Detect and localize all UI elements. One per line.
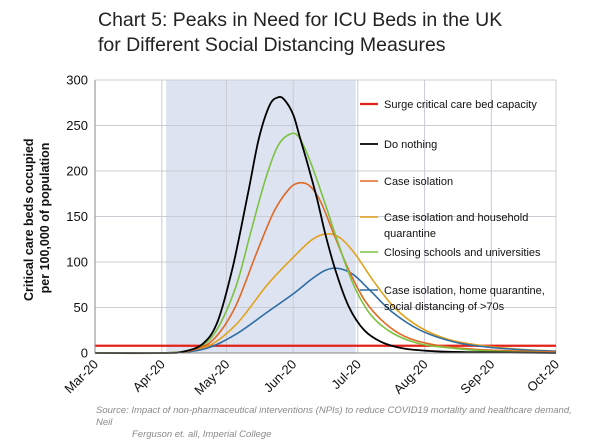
legend-label: Surge critical care bed capacity: [384, 99, 537, 111]
series-lines: [94, 96, 557, 355]
source-line1: Source: Impact of non-pharmaceutical int…: [96, 405, 572, 428]
x-tick-label: Jun-20: [261, 357, 300, 396]
y-tick-label: 200: [66, 164, 88, 179]
legend: Surge critical care bed capacity Do nothi…: [360, 99, 545, 313]
x-tick-label: May-20: [191, 357, 232, 398]
y-axis-label: Critical care beds occupied per 100,000 …: [22, 135, 52, 301]
y-tick-label: 250: [66, 118, 88, 133]
y-tick-label: 300: [66, 73, 88, 88]
y-axis-label-line2: per 100,000 of population: [38, 143, 52, 294]
legend-label: Case isolation and household: [384, 212, 528, 224]
chart-title-line2: for Different Social Distancing Measures: [98, 34, 446, 56]
series-line: [94, 267, 557, 355]
x-tick-label: Jul-20: [328, 357, 364, 393]
x-tick-label: Oct-20: [524, 357, 562, 395]
series-line: [94, 132, 557, 355]
y-tick-label: 50: [74, 300, 88, 315]
x-tick-label: Sep-20: [457, 357, 497, 397]
source-line2: Ferguson et. all, Imperial College: [132, 429, 272, 440]
x-tick-label: Aug-20: [390, 357, 430, 397]
series-line: [94, 96, 557, 354]
series-line: [94, 232, 557, 355]
chart-title: Chart 5: Peaks in Need for ICU Beds in t…: [98, 8, 578, 58]
legend-label: Case isolation, home quarantine,: [384, 285, 545, 297]
y-tick-label: 100: [66, 255, 88, 270]
x-tick-label: Mar-20: [61, 357, 101, 397]
x-tick-label: Apr-20: [130, 357, 168, 395]
legend-label: quarantine: [384, 228, 436, 240]
source-note: Source: Impact of non-pharmaceutical int…: [96, 405, 576, 441]
y-axis-label-line1: Critical care beds occupied: [22, 138, 36, 301]
legend-label: Do nothing: [384, 139, 437, 151]
legend-label: social distancing of >70s: [384, 301, 505, 313]
legend-label: Case isolation: [384, 176, 453, 188]
legend-label: Closing schools and universities: [384, 247, 541, 259]
chart-title-line1: Chart 5: Peaks in Need for ICU Beds in t…: [98, 9, 503, 31]
y-tick-label: 150: [66, 209, 88, 224]
y-tick-label: 0: [81, 346, 88, 361]
